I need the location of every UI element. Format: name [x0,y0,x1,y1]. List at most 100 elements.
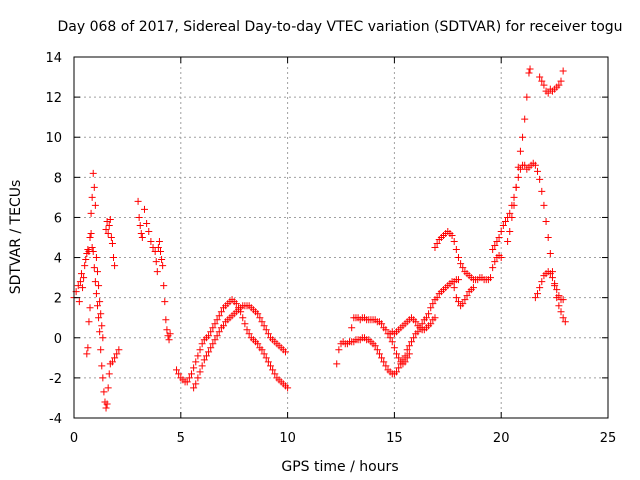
data-point [196,368,204,376]
data-point [534,167,542,175]
data-point [173,366,181,374]
data-point [110,254,118,262]
data-point [544,234,552,241]
data-point [92,290,100,298]
data-point [115,346,123,354]
data-point [100,388,108,396]
data-point [427,304,435,312]
data-point [80,274,88,282]
data-point [454,254,462,262]
data-point [137,229,145,237]
x-axis-title: GPS time / hours [281,459,398,475]
data-point [431,314,439,322]
data-point [211,320,219,328]
data-point [105,370,113,378]
data-point [431,244,439,252]
data-point [510,193,518,201]
tick-layer: 0 5 10 15 20 25 -4 -2 0 2 4 6 8 10 12 14 [45,51,616,446]
data-point [153,268,161,276]
series-s5 [173,296,292,392]
data-point [192,380,200,388]
series-s13 [504,65,534,246]
y-tick-label: 12 [45,91,62,106]
data-point [497,227,505,235]
data-point [495,234,503,241]
data-point [499,221,507,229]
data-point [433,294,441,302]
data-point [187,370,195,378]
data-point [90,183,98,191]
data-point [264,358,272,366]
y-axis-title: SDTVAR / TECUs [8,180,24,295]
data-point [371,342,379,350]
data-point [107,234,115,241]
data-point [74,282,82,290]
data-point [523,93,531,101]
data-point [192,358,200,366]
data-point [271,370,279,378]
data-point [525,69,533,77]
data-point [348,324,356,332]
data-point [403,346,411,354]
data-point [555,292,563,300]
data-point [508,213,516,221]
data-point [86,304,94,312]
data-point [154,244,162,252]
x-tick-label: 25 [600,431,617,446]
data-point [217,308,225,316]
data-point [202,352,210,360]
data-point [493,238,501,246]
grid-layer [74,57,608,418]
data-point [559,67,567,75]
data-point [395,364,403,372]
data-point [93,302,101,310]
data-point [335,346,343,354]
data-point [138,234,146,241]
series-s4 [134,197,174,344]
data-point [262,326,270,334]
y-tick-label: 8 [54,171,62,186]
data-point [93,268,101,276]
data-point [213,332,221,340]
data-point [104,384,112,392]
data-point [459,300,467,308]
data-point [284,384,292,392]
data-point [209,324,217,332]
data-point [81,262,89,270]
data-point [163,326,171,334]
data-point [542,217,550,225]
data-point [425,310,433,318]
data-point [89,169,97,177]
data-point [88,193,96,201]
data-point [260,322,268,330]
data-point [551,280,559,288]
data-point [448,231,456,239]
x-tick-label: 0 [70,431,78,446]
data-point [531,161,539,169]
data-point [510,201,518,209]
series-s12 [489,159,569,326]
data-point [152,258,160,266]
series-s9 [386,314,439,338]
data-point [108,358,116,366]
data-point [213,316,221,324]
data-point [526,65,534,73]
data-point [519,133,527,141]
data-point [207,328,215,336]
data-point [194,352,202,360]
data-point [198,340,206,348]
data-point [375,350,383,358]
data-point [401,358,409,366]
data-point [378,320,386,328]
data-point [90,264,98,272]
data-point [254,310,262,318]
data-point [102,225,110,233]
series-s6 [190,302,289,392]
data-point [546,250,554,258]
data-point [86,234,94,241]
data-point [378,354,386,362]
data-point [429,300,437,308]
y-tick-label: 2 [54,292,62,307]
data-point [96,298,104,306]
data-point [489,264,497,272]
